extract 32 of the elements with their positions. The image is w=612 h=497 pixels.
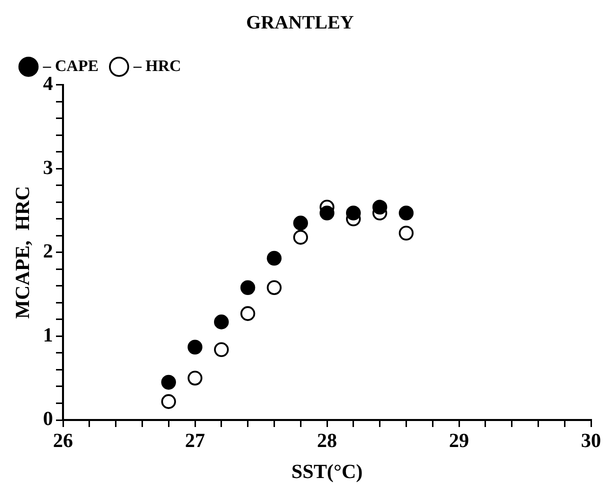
point bbox=[240, 306, 256, 321]
point bbox=[161, 374, 176, 390]
x-tick-label: 26 bbox=[53, 430, 73, 452]
y-tick-label: 2 bbox=[43, 240, 53, 263]
x-axis-title: SST(°C) bbox=[291, 461, 363, 484]
x-tick-label: 27 bbox=[185, 430, 205, 452]
point bbox=[320, 206, 334, 220]
y-axis-title: MCAPE, HRC bbox=[12, 186, 34, 319]
point bbox=[398, 226, 414, 241]
point bbox=[266, 250, 282, 266]
y-tick-label: 1 bbox=[43, 324, 53, 346]
point bbox=[188, 340, 202, 354]
point bbox=[161, 394, 176, 409]
point bbox=[266, 280, 282, 295]
point bbox=[188, 370, 202, 386]
point bbox=[293, 216, 308, 230]
y-tick-label: 4 bbox=[43, 72, 53, 95]
y-tick-label: 0 bbox=[43, 408, 53, 430]
chart-title: GRANTLEY bbox=[246, 12, 354, 34]
y-tick-label: 3 bbox=[43, 156, 53, 179]
x-tick-label: 29 bbox=[449, 430, 469, 452]
x-tick-label: 28 bbox=[317, 430, 337, 452]
point bbox=[372, 200, 388, 215]
point bbox=[240, 280, 256, 295]
x-tick-label: 30 bbox=[581, 430, 601, 452]
point bbox=[293, 230, 308, 245]
point bbox=[398, 206, 414, 220]
point bbox=[214, 314, 229, 330]
point bbox=[346, 206, 361, 220]
legend-label: – HRC bbox=[132, 58, 182, 75]
legend-label: – CAPE bbox=[42, 58, 99, 75]
point bbox=[214, 342, 229, 358]
